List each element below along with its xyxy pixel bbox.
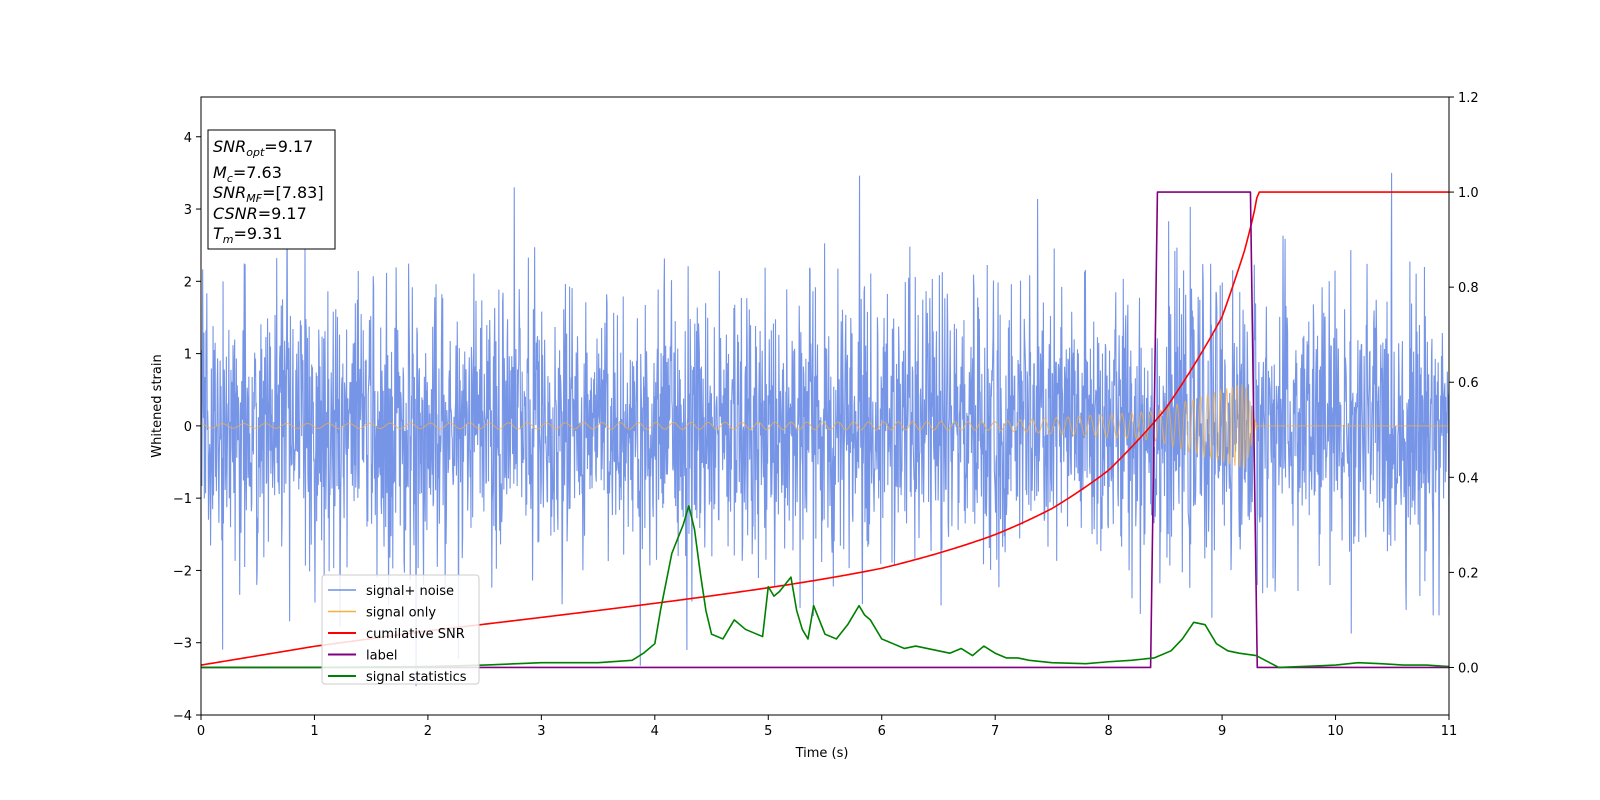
x-tick-label-9: 9 [1218,724,1226,739]
series-signal-statistics-line [201,505,1449,669]
x-tick-label-7: 7 [991,724,999,739]
x-tick-label-1: 1 [310,724,318,739]
y-right-tick-label-0.2: 0.2 [1458,566,1479,581]
series-signal-only-line [201,383,1449,469]
y-axis-label: Whitened strain [150,354,165,457]
plot-frame [200,96,1450,716]
y-right-tick-label-1.0: 1.0 [1458,186,1479,201]
legend-label-label: label [366,649,397,664]
legend-label-cumilative-snr: cumilative SNR [366,627,465,642]
x-tick-label-0: 0 [197,724,205,739]
y-tick-label-4: 4 [184,131,192,146]
annotation-tm: Tm=9.31 [213,224,283,246]
y-right-tick-label-0.6: 0.6 [1458,376,1479,391]
x-tick-label-2: 2 [424,724,432,739]
y-tick-label-0: 0 [184,420,192,435]
legend-label-signal-noise: signal+ noise [366,584,454,599]
annotation-snr-mf: SNRMF=[7.83] [213,183,324,205]
y-tick-label--2: −2 [173,564,192,579]
annotation-csnr: CSNR=9.17 [213,204,307,223]
legend-label-signal-only: signal only [366,606,436,621]
annotation-mc: Mc=7.63 [213,163,282,185]
y-tick-label-3: 3 [184,203,192,218]
x-tick-label-8: 8 [1104,724,1112,739]
y-tick-label--4: −4 [173,709,192,724]
y-tick-label--1: −1 [173,492,192,507]
x-tick-label-3: 3 [537,724,545,739]
legend: signal+ noise signal only cumilative SNR la… [321,574,480,685]
y-right-tick-label-0.8: 0.8 [1458,281,1479,296]
y-tick-label--3: −3 [173,637,192,652]
y-right-tick-label-0.4: 0.4 [1458,471,1479,486]
x-tick-label-6: 6 [878,724,886,739]
y-tick-label-2: 2 [184,275,192,290]
x-tick-label-5: 5 [764,724,772,739]
annotation-snr-opt: SNRopt=9.17 [213,137,313,159]
y-right-tick-label-1.2: 1.2 [1458,91,1479,106]
legend-label-signal-statistics: signal statistics [366,670,467,685]
annotation-box: SNRopt=9.17 Mc=7.63 SNRMF=[7.83] CSNR=9.… [207,129,336,250]
x-tick-label-10: 10 [1327,724,1344,739]
x-tick-label-11: 11 [1441,724,1458,739]
series-signal-noise-line [201,172,1449,687]
x-tick-label-4: 4 [651,724,659,739]
x-axis-label: Time (s) [795,746,849,761]
y-tick-label-1: 1 [184,348,192,363]
axes: 0 1 2 3 4 5 6 7 8 9 10 1143210−1−2−3−41.21.00.80.60… [173,91,1479,739]
y-right-tick-label-0.0: 0.0 [1458,661,1479,676]
